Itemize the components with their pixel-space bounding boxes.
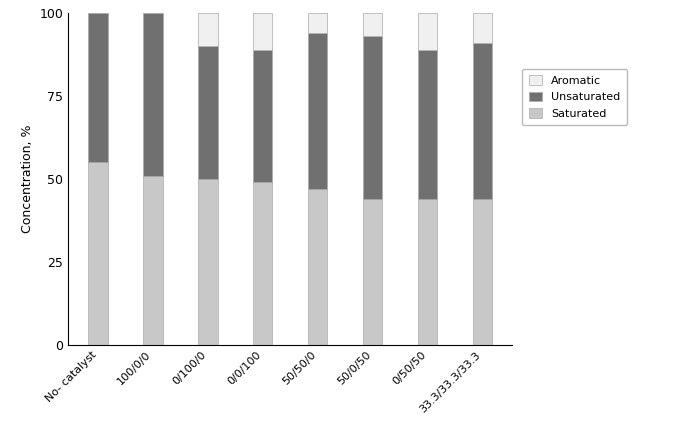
Bar bbox=[89, 162, 108, 345]
Bar bbox=[363, 37, 382, 199]
Bar bbox=[363, 199, 382, 345]
Y-axis label: Concentration, %: Concentration, % bbox=[21, 125, 34, 233]
Legend: Aromatic, Unsaturated, Saturated: Aromatic, Unsaturated, Saturated bbox=[522, 69, 627, 126]
Bar bbox=[198, 46, 217, 179]
Bar bbox=[473, 43, 492, 199]
Bar bbox=[418, 50, 437, 199]
Bar bbox=[89, 13, 108, 162]
Bar bbox=[253, 13, 273, 50]
Bar bbox=[473, 199, 492, 345]
Bar bbox=[363, 13, 382, 36]
Bar bbox=[143, 175, 163, 345]
Bar bbox=[198, 13, 217, 46]
Bar bbox=[418, 199, 437, 345]
Bar bbox=[308, 189, 327, 345]
Bar bbox=[143, 13, 163, 175]
Bar bbox=[308, 33, 327, 189]
Bar bbox=[473, 13, 492, 43]
Bar bbox=[418, 13, 437, 50]
Bar bbox=[253, 50, 273, 182]
Bar bbox=[198, 179, 217, 345]
Bar bbox=[253, 182, 273, 345]
Bar bbox=[308, 13, 327, 33]
